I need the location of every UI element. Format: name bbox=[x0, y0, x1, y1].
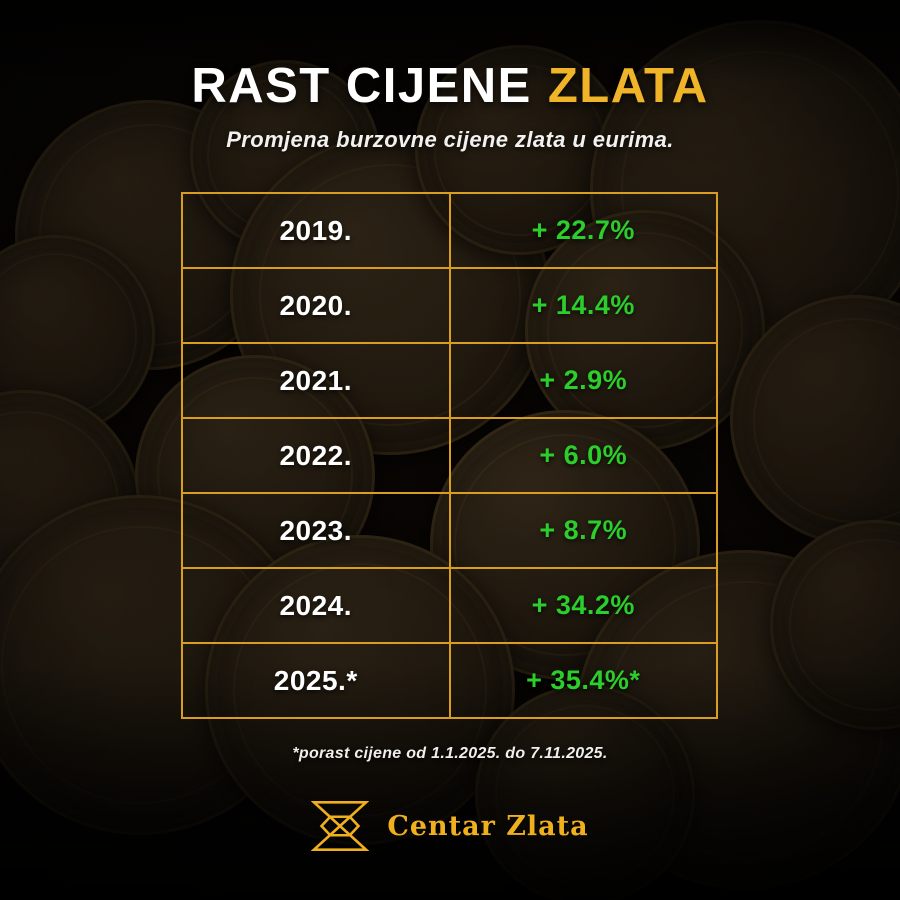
price-change-table: 2019. + 22.7% 2020. + 14.4% 2021. + 2.9%… bbox=[181, 192, 718, 719]
title-white-part: RAST CIJENE bbox=[191, 59, 532, 113]
year-label: 2023. bbox=[279, 514, 353, 546]
value-cell: + 34.2% bbox=[448, 569, 717, 642]
hourglass-ingot-icon bbox=[311, 800, 370, 852]
table-row: 2020. + 14.4% bbox=[183, 267, 716, 342]
value-label: + 8.7% bbox=[539, 515, 628, 545]
value-cell: + 8.7% bbox=[448, 494, 717, 567]
year-cell: 2025.* bbox=[183, 644, 449, 717]
table-row: 2025.* + 35.4%* bbox=[183, 642, 716, 717]
value-cell: + 35.4%* bbox=[448, 644, 717, 717]
table-row: 2022. + 6.0% bbox=[183, 417, 716, 492]
page-title: RAST CIJENE ZLATA bbox=[0, 58, 900, 114]
year-label: 2021. bbox=[279, 364, 353, 396]
year-label: 2022. bbox=[279, 439, 353, 471]
subtitle: Promjena burzovne cijene zlata u eurima. bbox=[226, 127, 674, 152]
value-label: + 34.2% bbox=[531, 590, 635, 620]
table-row: 2019. + 22.7% bbox=[183, 194, 716, 267]
value-cell: + 22.7% bbox=[448, 194, 717, 267]
year-label: 2024. bbox=[279, 589, 353, 621]
value-label: + 2.9% bbox=[539, 365, 628, 395]
logo-text: Centar Zlata bbox=[387, 810, 589, 842]
year-cell: 2021. bbox=[183, 344, 449, 417]
year-cell: 2024. bbox=[183, 569, 449, 642]
value-label: + 14.4% bbox=[531, 290, 635, 320]
year-cell: 2020. bbox=[183, 269, 449, 342]
footnote: *porast cijene od 1.1.2025. do 7.11.2025… bbox=[292, 745, 608, 762]
table-row: 2023. + 8.7% bbox=[183, 492, 716, 567]
year-cell: 2023. bbox=[183, 494, 449, 567]
value-cell: + 2.9% bbox=[448, 344, 717, 417]
value-label: + 22.7% bbox=[531, 215, 635, 245]
value-label: + 35.4%* bbox=[526, 665, 641, 695]
year-label: 2020. bbox=[279, 289, 353, 321]
table-row: 2021. + 2.9% bbox=[183, 342, 716, 417]
logo: Centar Zlata bbox=[0, 800, 900, 852]
year-cell: 2022. bbox=[183, 419, 449, 492]
year-cell: 2019. bbox=[183, 194, 449, 267]
year-label: 2019. bbox=[279, 214, 353, 246]
year-label: 2025.* bbox=[273, 664, 358, 696]
title-gold-part: ZLATA bbox=[547, 59, 709, 113]
table-row: 2024. + 34.2% bbox=[183, 567, 716, 642]
value-label: + 6.0% bbox=[539, 440, 628, 470]
value-cell: + 14.4% bbox=[448, 269, 717, 342]
value-cell: + 6.0% bbox=[448, 419, 717, 492]
